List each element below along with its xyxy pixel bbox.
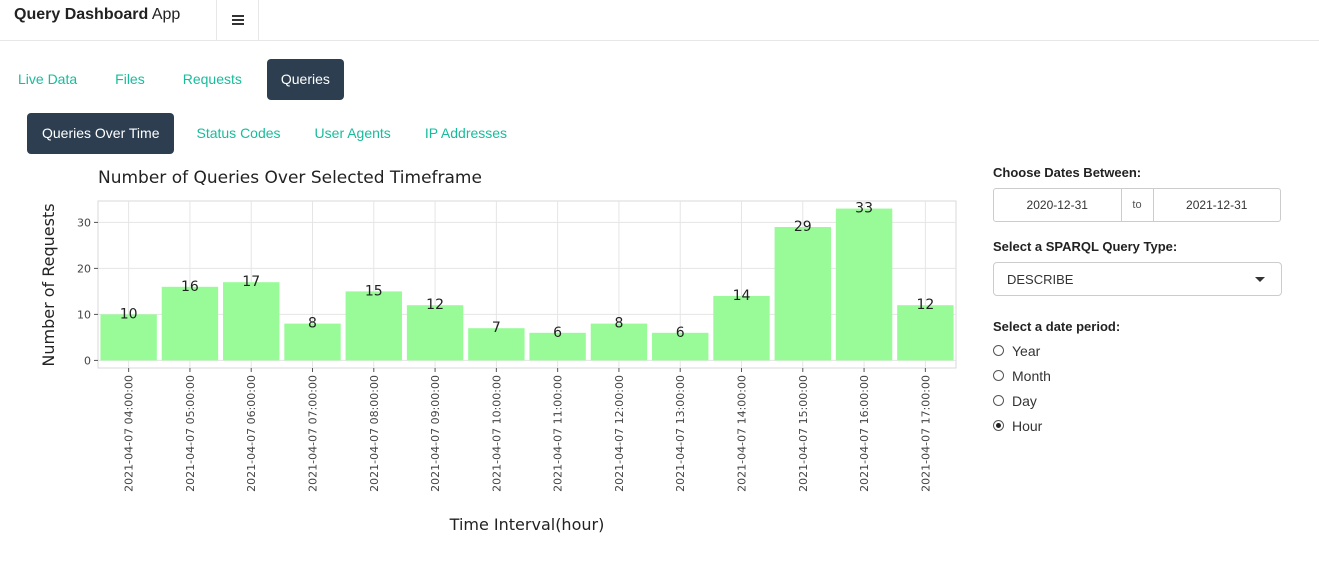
x-tick-label: 2021-04-07 08:00:00 bbox=[368, 375, 381, 492]
navbar: Query Dashboard App bbox=[0, 0, 1319, 41]
y-axis: 0 10 20 30 bbox=[77, 216, 98, 367]
x-tick-label: 2021-04-07 07:00:00 bbox=[307, 375, 320, 492]
x-tick-label: 2021-04-07 16:00:00 bbox=[858, 375, 871, 492]
radio-day[interactable] bbox=[993, 395, 1004, 406]
y-tick-label: 20 bbox=[77, 262, 91, 275]
x-tick-label: 2021-04-07 17:00:00 bbox=[919, 375, 932, 492]
tab-live-data[interactable]: Live Data bbox=[18, 71, 78, 87]
period-option-year[interactable]: Year bbox=[993, 338, 1283, 363]
bar-value-label: 29 bbox=[794, 219, 812, 235]
dates-label: Choose Dates Between: bbox=[993, 165, 1142, 180]
bar[interactable] bbox=[223, 282, 280, 361]
bar-value-label: 12 bbox=[916, 297, 934, 313]
period-label: Select a date period: bbox=[993, 319, 1121, 334]
main-tabs: Live Data Files Requests Queries bbox=[5, 59, 356, 100]
bar[interactable] bbox=[713, 296, 770, 361]
bar[interactable] bbox=[774, 226, 831, 361]
period-option-label: Year bbox=[1012, 342, 1041, 359]
bar[interactable] bbox=[345, 291, 402, 361]
tab-ip-addresses[interactable]: IP Addresses bbox=[424, 125, 508, 141]
bar-value-label: 14 bbox=[733, 288, 751, 304]
date-range-input: 2020-12-31 to 2021-12-31 bbox=[993, 188, 1281, 222]
y-tick-label: 10 bbox=[77, 308, 91, 321]
bar-value-label: 10 bbox=[120, 306, 138, 322]
bar[interactable] bbox=[161, 286, 219, 361]
tab-requests[interactable]: Requests bbox=[182, 71, 242, 87]
end-date-input[interactable]: 2021-12-31 bbox=[1186, 198, 1248, 212]
bar[interactable] bbox=[652, 332, 709, 361]
bar[interactable] bbox=[406, 305, 464, 361]
bar[interactable] bbox=[897, 305, 954, 361]
tab-files[interactable]: Files bbox=[115, 71, 145, 87]
x-axis-label: Time Interval(hour) bbox=[449, 515, 605, 534]
y-tick-label: 30 bbox=[77, 216, 91, 229]
tab-user-agents[interactable]: User Agents bbox=[314, 125, 391, 141]
bar[interactable] bbox=[590, 323, 648, 361]
app-title[interactable]: Query Dashboard App bbox=[14, 6, 180, 24]
start-date-input[interactable]: 2020-12-31 bbox=[1026, 198, 1088, 212]
y-axis-label: Number of Requests bbox=[39, 203, 58, 366]
x-tick-label: 2021-04-07 15:00:00 bbox=[797, 375, 810, 492]
x-tick-label: 2021-04-07 10:00:00 bbox=[490, 375, 503, 492]
query-type-value: DESCRIBE bbox=[1007, 272, 1074, 287]
tab-status-codes[interactable]: Status Codes bbox=[196, 125, 281, 141]
bar-value-label: 33 bbox=[855, 201, 873, 217]
sidebar-toggle-button[interactable] bbox=[216, 0, 259, 40]
bar[interactable] bbox=[529, 332, 586, 361]
bar-value-label: 6 bbox=[676, 325, 685, 341]
app-title-rest: App bbox=[151, 6, 181, 23]
period-option-label: Hour bbox=[1012, 417, 1043, 434]
bar-value-label: 8 bbox=[308, 316, 317, 332]
radio-year[interactable] bbox=[993, 345, 1004, 356]
x-tick-label: 2021-04-07 09:00:00 bbox=[429, 375, 442, 492]
period-option-hour[interactable]: Hour bbox=[993, 413, 1283, 438]
app-title-bold: Query Dashboard bbox=[14, 6, 149, 23]
bar-value-label: 15 bbox=[365, 283, 383, 299]
bar[interactable] bbox=[468, 328, 525, 361]
date-range-separator: to bbox=[1120, 189, 1154, 221]
filter-sidebar: Choose Dates Between: 2020-12-31 to 2021… bbox=[993, 165, 1283, 438]
bars: 10 16 17 8 15 12 7 6 8 6 14 29 33 12 bbox=[100, 201, 954, 361]
bar-value-label: 6 bbox=[553, 325, 562, 341]
chart-title: Number of Queries Over Selected Timefram… bbox=[98, 168, 482, 188]
bar[interactable] bbox=[284, 323, 341, 361]
tab-queries[interactable]: Queries bbox=[266, 59, 344, 100]
radio-hour[interactable] bbox=[993, 420, 1004, 431]
bar-value-label: 12 bbox=[426, 297, 444, 313]
bar[interactable] bbox=[100, 314, 157, 361]
bar-value-label: 7 bbox=[492, 320, 501, 336]
x-tick-label: 2021-04-07 14:00:00 bbox=[736, 375, 749, 492]
x-tick-label: 2021-04-07 12:00:00 bbox=[613, 375, 626, 492]
x-tick-label: 2021-04-07 13:00:00 bbox=[674, 375, 687, 492]
x-tick-label: 2021-04-07 04:00:00 bbox=[123, 375, 136, 492]
bar-value-label: 17 bbox=[242, 274, 260, 290]
x-axis: 2021-04-07 04:00:00 2021-04-07 05:00:00 20… bbox=[123, 368, 932, 492]
bar[interactable] bbox=[835, 208, 893, 361]
radio-month[interactable] bbox=[993, 370, 1004, 381]
period-option-month[interactable]: Month bbox=[993, 363, 1283, 388]
x-tick-label: 2021-04-07 06:00:00 bbox=[245, 375, 258, 492]
sub-tabs: Queries Over Time Status Codes User Agen… bbox=[27, 113, 529, 154]
query-type-label: Select a SPARQL Query Type: bbox=[993, 239, 1178, 254]
x-tick-label: 2021-04-07 11:00:00 bbox=[552, 375, 565, 492]
period-option-label: Month bbox=[1012, 367, 1051, 384]
tab-queries-over-time[interactable]: Queries Over Time bbox=[27, 113, 175, 154]
x-tick-label: 2021-04-07 05:00:00 bbox=[184, 375, 197, 492]
period-option-label: Day bbox=[1012, 392, 1037, 409]
bar-value-label: 8 bbox=[614, 316, 623, 332]
hamburger-icon bbox=[231, 15, 244, 25]
query-type-select[interactable]: DESCRIBE bbox=[993, 262, 1282, 296]
queries-bar-chart: Number of Queries Over Selected Timefram… bbox=[39, 168, 957, 534]
bar-value-label: 16 bbox=[181, 279, 199, 295]
y-tick-label: 0 bbox=[84, 354, 91, 367]
period-option-day[interactable]: Day bbox=[993, 388, 1283, 413]
caret-down-icon bbox=[1255, 277, 1265, 282]
